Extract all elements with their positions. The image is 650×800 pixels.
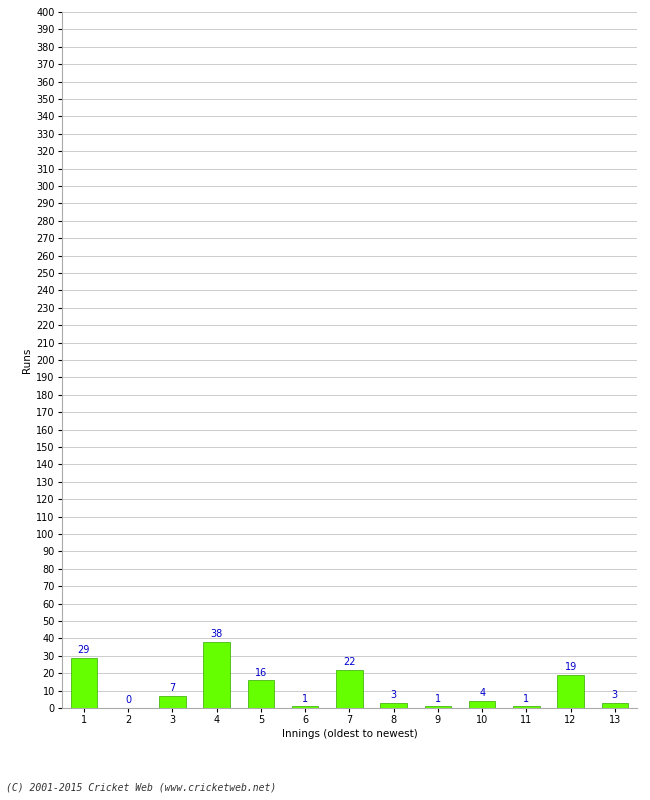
X-axis label: Innings (oldest to newest): Innings (oldest to newest): [281, 729, 417, 739]
Bar: [248, 680, 274, 708]
Bar: [469, 701, 495, 708]
Text: (C) 2001-2015 Cricket Web (www.cricketweb.net): (C) 2001-2015 Cricket Web (www.cricketwe…: [6, 782, 277, 792]
Text: 1: 1: [302, 694, 308, 704]
Bar: [71, 658, 97, 708]
Text: 1: 1: [523, 694, 530, 704]
Bar: [380, 702, 407, 708]
Bar: [203, 642, 230, 708]
Bar: [159, 696, 186, 708]
Text: 29: 29: [78, 645, 90, 655]
Text: 16: 16: [255, 667, 267, 678]
Text: 3: 3: [612, 690, 618, 700]
Text: 4: 4: [479, 689, 485, 698]
Bar: [292, 706, 318, 708]
Text: 1: 1: [435, 694, 441, 704]
Bar: [424, 706, 451, 708]
Text: 7: 7: [169, 683, 176, 694]
Bar: [336, 670, 363, 708]
Text: 3: 3: [391, 690, 396, 700]
Text: 19: 19: [564, 662, 577, 672]
Text: 22: 22: [343, 657, 356, 667]
Bar: [557, 675, 584, 708]
Text: 38: 38: [211, 630, 223, 639]
Bar: [513, 706, 540, 708]
Y-axis label: Runs: Runs: [22, 347, 32, 373]
Bar: [602, 702, 628, 708]
Text: 0: 0: [125, 695, 131, 706]
